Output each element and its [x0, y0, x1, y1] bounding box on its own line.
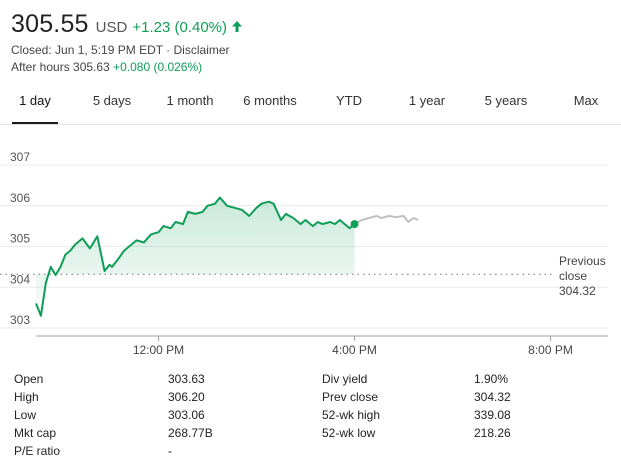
- stat-row: High 306.20 Prev close 304.32: [0, 390, 621, 408]
- price-change: +1.23 (0.40%): [132, 19, 227, 36]
- tab-5-days[interactable]: 5 days: [92, 93, 132, 108]
- quote-header: 305.55 USD +1.23 (0.40%) Closed: Jun 1, …: [11, 10, 611, 74]
- stat-label-prev-close: Prev close: [322, 390, 379, 404]
- stat-value-52wk-high: 339.08: [474, 408, 511, 422]
- price-chart-svg: 307 306 305 304 303 12:00 PM 4:00 PM 8:00 PM P…: [0, 150, 608, 357]
- stat-row: Open 303.63 Div yield 1.90%: [0, 372, 621, 390]
- after-hours-line: After hours 305.63 +0.080 (0.026%): [11, 60, 611, 74]
- tab-6-months[interactable]: 6 months: [243, 93, 297, 108]
- previous-close-value: 304.32: [559, 284, 596, 298]
- stat-value-mkt-cap: 268.77B: [168, 426, 213, 440]
- y-tick-label: 303: [10, 313, 30, 327]
- price-row: 305.55 USD +1.23 (0.40%): [11, 10, 611, 39]
- stat-label-pe-ratio: P/E ratio: [14, 444, 61, 458]
- close-point-marker: [350, 220, 359, 229]
- stat-label-52wk-high: 52-wk high: [322, 408, 381, 422]
- closed-status: Closed: Jun 1, 5:19 PM EDT · Disclaimer: [11, 43, 230, 57]
- current-price: 305.55: [11, 10, 89, 38]
- tab-ytd[interactable]: YTD: [336, 93, 362, 108]
- stat-value-div-yield: 1.90%: [474, 372, 509, 386]
- stat-row: Low 303.06 52-wk high 339.08: [0, 408, 621, 426]
- range-tabs: 1 day 5 days 1 month 6 months YTD 1 year…: [0, 87, 621, 125]
- tab-1-day[interactable]: 1 day: [12, 87, 58, 125]
- x-tick-label: 12:00 PM: [133, 343, 184, 357]
- stat-label-low: Low: [14, 408, 37, 422]
- after-hours-change: +0.080 (0.026%): [113, 60, 203, 74]
- after-hours-price: After hours 305.63: [11, 60, 110, 74]
- after-hours-line-series: [354, 214, 419, 225]
- stat-value-high: 306.20: [168, 390, 205, 404]
- y-tick-label: 305: [10, 232, 30, 246]
- tab-max[interactable]: Max: [573, 93, 599, 108]
- stat-label-div-yield: Div yield: [322, 372, 368, 386]
- tab-1-year[interactable]: 1 year: [408, 93, 446, 108]
- regular-session-area: [36, 197, 355, 316]
- stat-label-open: Open: [14, 372, 44, 386]
- y-tick-label: 306: [10, 191, 30, 205]
- stat-value-open: 303.63: [168, 372, 205, 386]
- stat-label-mkt-cap: Mkt cap: [14, 426, 57, 440]
- stat-row: Mkt cap 268.77B 52-wk low 218.26: [0, 426, 621, 444]
- stat-value-52wk-low: 218.26: [474, 426, 511, 440]
- y-tick-label: 304: [10, 272, 30, 286]
- tab-5-years[interactable]: 5 years: [484, 93, 528, 108]
- previous-close-label: Previous close 304.32: [559, 254, 606, 298]
- arrow-up-icon: [231, 20, 243, 33]
- y-tick-label: 307: [10, 150, 30, 164]
- previous-close-label-line2: close: [559, 269, 587, 283]
- price-chart[interactable]: 307 306 305 304 303 12:00 PM 4:00 PM 8:00 PM P…: [0, 140, 621, 360]
- stat-value-prev-close: 304.32: [474, 390, 511, 404]
- regular-session-line: [35, 196, 356, 317]
- stat-value-pe-ratio: -: [168, 444, 172, 458]
- x-tick-label: 4:00 PM: [332, 343, 377, 357]
- x-tick-label: 8:00 PM: [528, 343, 573, 357]
- stat-value-low: 303.06: [168, 408, 205, 422]
- tabs-divider: [0, 124, 621, 125]
- previous-close-label-line1: Previous: [559, 254, 606, 268]
- stat-label-52wk-low: 52-wk low: [322, 426, 376, 440]
- stat-label-high: High: [14, 390, 39, 404]
- tab-1-month[interactable]: 1 month: [166, 93, 214, 108]
- stat-row: P/E ratio -: [0, 444, 621, 462]
- currency-code: USD: [95, 19, 128, 36]
